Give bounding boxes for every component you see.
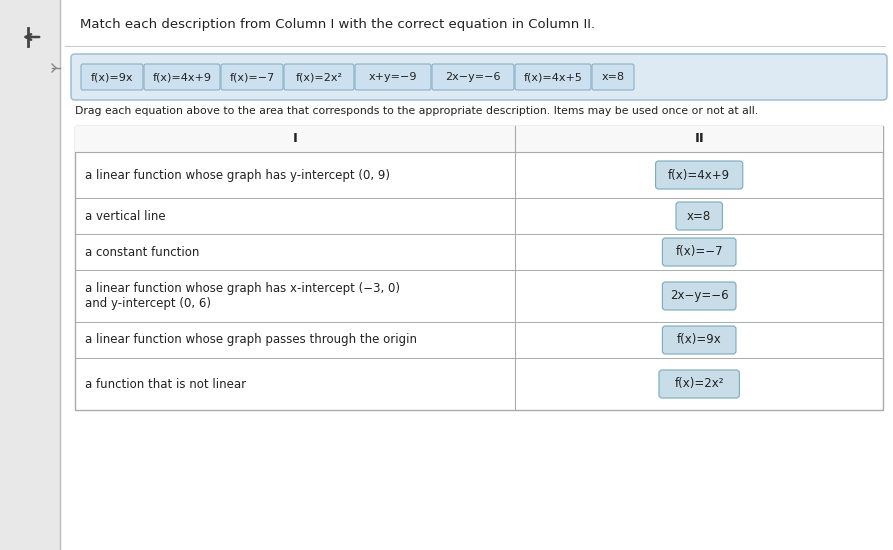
FancyBboxPatch shape (284, 64, 354, 90)
Text: x=8: x=8 (687, 210, 712, 223)
FancyBboxPatch shape (71, 54, 887, 100)
FancyBboxPatch shape (663, 238, 736, 266)
Text: f(x)=9x: f(x)=9x (677, 333, 722, 346)
FancyBboxPatch shape (355, 64, 431, 90)
Text: I: I (293, 133, 297, 146)
Text: 2x−y=−6: 2x−y=−6 (446, 72, 501, 82)
Text: a linear function whose graph has y-intercept (0, 9): a linear function whose graph has y-inte… (85, 168, 390, 182)
Text: f(x)=2x²: f(x)=2x² (296, 72, 343, 82)
Text: f(x)=4x+5: f(x)=4x+5 (523, 72, 582, 82)
FancyBboxPatch shape (655, 161, 743, 189)
Text: 2x−y=−6: 2x−y=−6 (670, 289, 729, 302)
Text: f(x)=2x²: f(x)=2x² (674, 377, 724, 390)
FancyBboxPatch shape (663, 326, 736, 354)
Text: a vertical line: a vertical line (85, 210, 165, 223)
Text: Drag each equation above to the area that corresponds to the appropriate descrip: Drag each equation above to the area tha… (75, 106, 758, 116)
FancyBboxPatch shape (221, 64, 283, 90)
FancyBboxPatch shape (515, 64, 591, 90)
Text: f(x)=4x+9: f(x)=4x+9 (668, 168, 730, 182)
Bar (0, 0, 60, 550)
Text: a function that is not linear: a function that is not linear (85, 377, 246, 390)
FancyBboxPatch shape (676, 202, 722, 230)
Bar (75, 126, 883, 152)
Text: x+y=−9: x+y=−9 (369, 72, 417, 82)
Text: a constant function: a constant function (85, 245, 199, 258)
Text: f(x)=−7: f(x)=−7 (675, 245, 723, 258)
FancyBboxPatch shape (81, 64, 143, 90)
Text: II: II (694, 133, 704, 146)
Text: a linear function whose graph has x-intercept (−3, 0)
and y-intercept (0, 6): a linear function whose graph has x-inte… (85, 282, 400, 310)
FancyBboxPatch shape (432, 64, 514, 90)
FancyBboxPatch shape (144, 64, 220, 90)
Bar (75, 126, 883, 410)
Text: f(x)=−7: f(x)=−7 (230, 72, 275, 82)
Text: x=8: x=8 (602, 72, 624, 82)
Text: a linear function whose graph passes through the origin: a linear function whose graph passes thr… (85, 333, 417, 346)
FancyBboxPatch shape (592, 64, 634, 90)
Text: f(x)=9x: f(x)=9x (91, 72, 133, 82)
Text: f(x)=4x+9: f(x)=4x+9 (153, 72, 212, 82)
FancyBboxPatch shape (659, 370, 739, 398)
Text: Match each description from Column I with the correct equation in Column II.: Match each description from Column I wit… (80, 18, 595, 31)
FancyBboxPatch shape (663, 282, 736, 310)
